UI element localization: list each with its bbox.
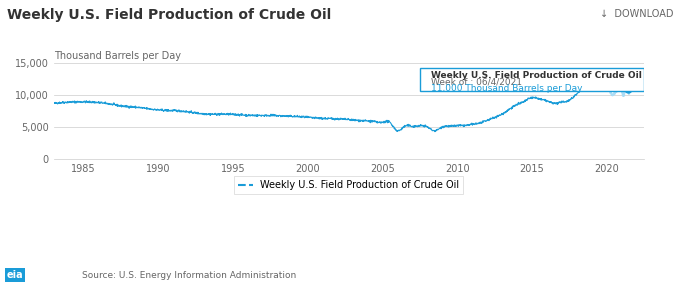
Text: Source: U.S. Energy Information Administration: Source: U.S. Energy Information Administ… xyxy=(82,271,296,280)
Text: eia: eia xyxy=(7,270,23,280)
Legend: Weekly U.S. Field Production of Crude Oil: Weekly U.S. Field Production of Crude Oi… xyxy=(234,176,464,194)
Text: Weekly U.S. Field Production of Crude Oil: Weekly U.S. Field Production of Crude Oi… xyxy=(7,8,331,22)
FancyBboxPatch shape xyxy=(420,68,644,91)
Text: Week of : 06/4/2021: Week of : 06/4/2021 xyxy=(431,78,522,87)
Text: 11,000 Thousand Barrels per Day: 11,000 Thousand Barrels per Day xyxy=(431,84,583,93)
Text: Thousand Barrels per Day: Thousand Barrels per Day xyxy=(54,52,181,61)
Text: ↓  DOWNLOAD: ↓ DOWNLOAD xyxy=(600,8,673,18)
Text: Weekly U.S. Field Production of Crude Oil: Weekly U.S. Field Production of Crude Oi… xyxy=(431,71,643,80)
